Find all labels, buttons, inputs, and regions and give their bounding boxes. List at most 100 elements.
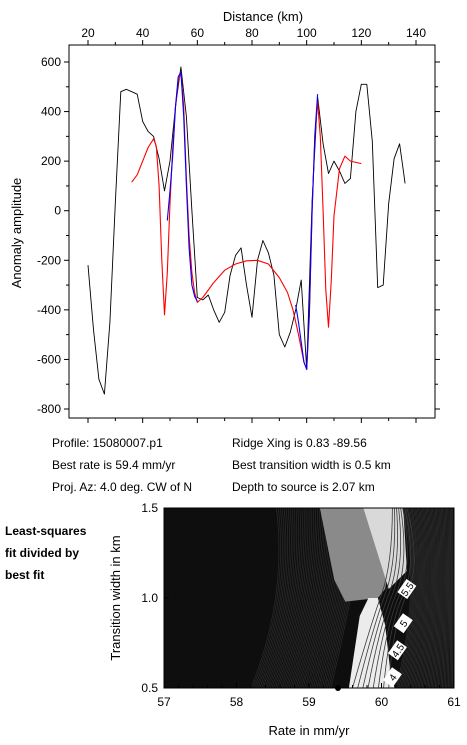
y-tick-label: 400 xyxy=(41,105,61,119)
y-tick-label: -600 xyxy=(37,352,61,366)
series-line-1 xyxy=(131,71,362,370)
contour-line-right xyxy=(450,508,453,688)
series-line-0 xyxy=(87,66,406,395)
contour-line xyxy=(257,508,287,688)
contour-line-right xyxy=(440,508,445,688)
contour-line-right xyxy=(446,508,449,688)
misfit-contour-chart: 57 58 59 60 610.51.01.5 5.554.54 Rate in mm/… xyxy=(108,501,461,738)
contour-line xyxy=(264,508,294,688)
contour-line xyxy=(273,508,303,688)
y-tick-label: 600 xyxy=(41,55,61,69)
contour-axis-ticks: 57 58 59 60 61 0.5 1.0 1.5 xyxy=(141,501,461,709)
contour-line-right xyxy=(436,508,442,688)
contour-line xyxy=(255,508,285,688)
contour-field xyxy=(164,508,454,688)
contour-line xyxy=(278,508,309,688)
contour-label-bg xyxy=(382,667,402,688)
contour-line-right xyxy=(413,508,425,688)
contour-label-bg xyxy=(387,640,407,661)
rate-axis-label: Rate in mm/yr xyxy=(269,723,351,738)
best-rate-text: Best rate is 59.4 mm/yr xyxy=(52,458,176,472)
y-tick-label: -200 xyxy=(37,253,61,267)
y-tick-label: -800 xyxy=(37,402,61,416)
contour-line-right xyxy=(408,508,421,688)
x-tick-label: 60 xyxy=(191,26,205,40)
x-tick-label: 40 xyxy=(136,26,150,40)
contour-line-inner xyxy=(352,508,393,688)
best-fit-marker xyxy=(335,685,341,691)
contour-line-inner xyxy=(362,508,398,688)
contour-line-right xyxy=(417,508,428,688)
contour-line-right xyxy=(400,508,415,688)
depth-to-source-text: Depth to source is 2.07 km xyxy=(232,480,375,494)
x-tick-label: 80 xyxy=(245,26,259,40)
contour-line-right xyxy=(437,508,443,688)
contour-line-right xyxy=(420,508,430,688)
contour-x-tick-label: 59 xyxy=(302,695,316,709)
contour-label-bg xyxy=(393,613,413,634)
contour-line-right xyxy=(427,508,435,688)
contour-line xyxy=(292,508,325,688)
contour-line-right xyxy=(424,508,433,688)
contour-line-right xyxy=(414,508,426,688)
contour-light-region-upper xyxy=(363,508,407,589)
contour-line-inner xyxy=(357,508,396,688)
contour-line xyxy=(261,508,290,688)
contour-line xyxy=(262,508,292,688)
contour-line-right xyxy=(442,508,446,688)
contour-line-right xyxy=(398,508,414,688)
y-tick-label: 200 xyxy=(41,154,61,168)
contour-line-right xyxy=(444,508,448,688)
contour-line-right xyxy=(404,508,418,688)
contour-line xyxy=(290,508,323,688)
contour-line-right xyxy=(439,508,444,688)
contour-line-inner xyxy=(367,508,402,688)
contour-description-line-1: Least-squares xyxy=(5,524,87,538)
contour-lines xyxy=(250,508,454,688)
contour-line-right xyxy=(429,508,436,688)
contour-line xyxy=(252,508,281,688)
contour-line-right xyxy=(449,508,452,688)
contour-level-label: 5 xyxy=(398,618,410,629)
contour-line-right xyxy=(430,508,438,688)
contour-line-right xyxy=(405,508,419,688)
contour-line xyxy=(274,508,305,688)
y-axis-label: Anomaly amplitude xyxy=(9,178,24,289)
anomaly-profile-chart: Distance (km) Anomaly amplitude 20 40 60 80… xyxy=(9,9,440,423)
ridge-crossing-text: Ridge Xing is 0.83 -89.56 xyxy=(232,436,367,450)
contour-line xyxy=(287,508,319,688)
y-tick-label: -400 xyxy=(37,303,61,317)
contour-line xyxy=(281,508,313,688)
contour-line-right xyxy=(431,508,439,688)
contour-line-right xyxy=(447,508,451,688)
contour-line-right xyxy=(418,508,429,688)
contour-line xyxy=(269,508,299,688)
contour-line-right xyxy=(402,508,417,688)
x-tick-label: 20 xyxy=(81,26,95,40)
top-x-axis-label: Distance (km) xyxy=(223,9,303,24)
contour-line-right xyxy=(433,508,440,688)
contour-line-right xyxy=(410,508,422,688)
contour-line xyxy=(259,508,289,688)
profile-id-text: Profile: 15080007.p1 xyxy=(52,436,163,450)
best-transition-width-text: Best transition width is 0.5 km xyxy=(232,458,391,472)
contour-line-right xyxy=(426,508,434,688)
top-plot-frame xyxy=(68,44,436,419)
contour-description-line-3: best fit xyxy=(5,568,45,582)
contour-line-right xyxy=(415,508,427,688)
top-series-group xyxy=(87,66,406,395)
contour-x-tick-label: 57 xyxy=(157,695,171,709)
contour-line-right xyxy=(407,508,420,688)
contour-x-tick-label: 60 xyxy=(375,695,389,709)
contour-line xyxy=(254,508,283,688)
x-tick-label: 140 xyxy=(406,26,426,40)
contour-line-inner xyxy=(377,508,408,688)
contour-y-tick-label: 1.0 xyxy=(141,591,158,605)
contour-x-tick-label: 61 xyxy=(447,695,461,709)
contour-line xyxy=(267,508,298,688)
x-tick-label: 100 xyxy=(297,26,317,40)
contour-line xyxy=(250,508,280,688)
contour-x-tick-label: 58 xyxy=(230,695,244,709)
series-line-2 xyxy=(166,71,319,370)
